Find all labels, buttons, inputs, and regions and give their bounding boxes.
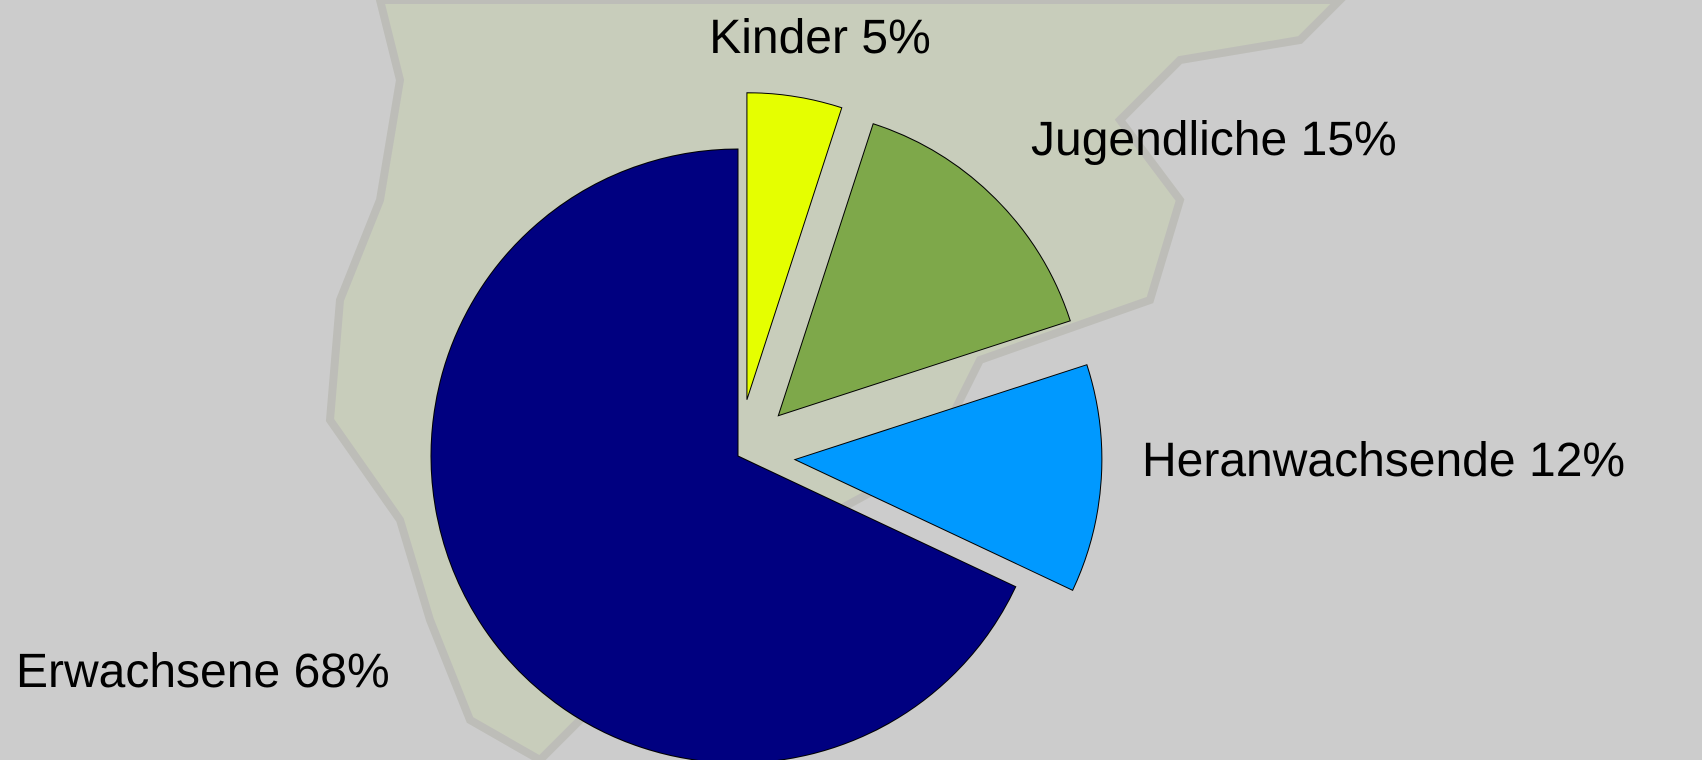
value-label: 15% bbox=[1301, 113, 1397, 166]
slice-label: Heranwachsende 12% bbox=[1142, 434, 1625, 487]
slice-label: Jugendliche 15% bbox=[1031, 113, 1397, 166]
category-label: Jugendliche bbox=[1031, 113, 1287, 166]
value-label: 12% bbox=[1529, 434, 1625, 487]
pie-slice bbox=[777, 123, 1071, 417]
slice-label: Erwachsene 68% bbox=[16, 645, 390, 698]
pie bbox=[430, 92, 1103, 760]
category-label: Kinder bbox=[709, 11, 848, 64]
pie-slice bbox=[746, 92, 843, 400]
value-label: 68% bbox=[294, 645, 390, 698]
category-label: Heranwachsende bbox=[1142, 434, 1516, 487]
slice-label: Kinder 5% bbox=[709, 11, 931, 64]
value-label: 5% bbox=[861, 11, 930, 64]
pie-slice bbox=[430, 148, 1017, 760]
category-label: Erwachsene bbox=[16, 645, 280, 698]
pie-slice bbox=[793, 364, 1103, 591]
